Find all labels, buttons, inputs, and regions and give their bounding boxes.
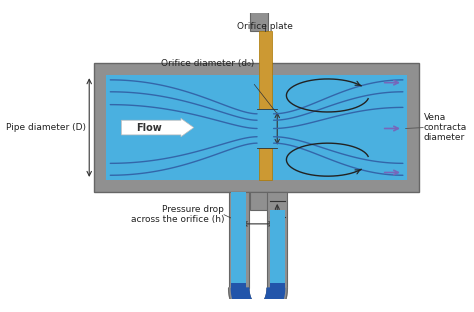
Bar — [250, 192, 268, 210]
Bar — [231, 192, 246, 288]
Bar — [259, 31, 272, 109]
Text: Orifice diameter (d₀): Orifice diameter (d₀) — [161, 59, 255, 68]
Text: Orifice plate: Orifice plate — [237, 22, 293, 31]
Bar — [259, 148, 272, 180]
Bar — [231, 284, 246, 288]
Text: Flow: Flow — [136, 123, 162, 133]
Polygon shape — [228, 288, 287, 312]
Polygon shape — [231, 288, 284, 312]
Text: Vena
contracta
diameter: Vena contracta diameter — [424, 113, 467, 143]
Bar — [106, 75, 408, 180]
Bar — [228, 192, 249, 288]
Bar — [270, 210, 284, 288]
Bar — [267, 192, 287, 288]
FancyArrow shape — [121, 118, 194, 137]
Bar — [270, 284, 284, 288]
Bar — [258, 109, 273, 148]
Text: Pipe diameter (D): Pipe diameter (D) — [7, 123, 86, 132]
Bar — [94, 63, 419, 192]
Text: Pressure drop
across the orifice (h): Pressure drop across the orifice (h) — [130, 205, 224, 224]
Bar — [250, 0, 268, 31]
